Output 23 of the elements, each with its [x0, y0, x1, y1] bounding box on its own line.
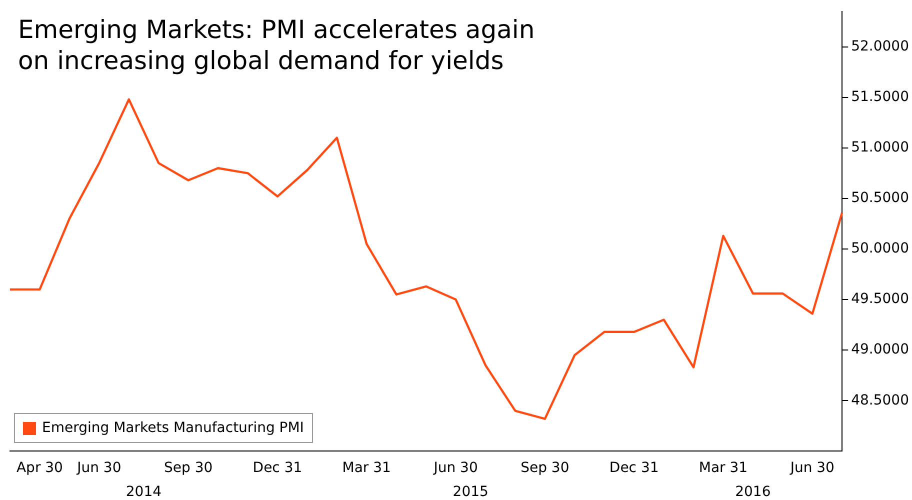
text: 2016	[735, 484, 771, 500]
x-tick-label: Jun 30	[432, 460, 478, 476]
text: 2014	[126, 484, 162, 500]
x-tick-label: Dec 31	[609, 460, 659, 476]
y-tick-label: 49.5000	[851, 291, 910, 308]
y-tick-label: 50.5000	[851, 190, 910, 206]
y-tick-label: 48.5000	[851, 392, 910, 408]
x-tick-label: Dec 31	[252, 460, 302, 476]
legend-label: Emerging Markets Manufacturing PMI	[42, 420, 304, 436]
x-tick-label: Sep 30	[520, 460, 570, 476]
y-tick-label: 51.5000	[851, 88, 910, 105]
y-tick-label: 52.0000	[851, 38, 910, 54]
x-tick-label: Jun 30	[76, 460, 122, 476]
y-tick-label: 49.0000	[851, 342, 910, 358]
x-tick-label: Jun 30	[789, 460, 834, 476]
x-tick-label: Mar 31	[342, 460, 391, 476]
x-tick-label: Sep 30	[164, 460, 213, 476]
text: Emerging Markets: PMI accelerates again on increasing global demand for yields	[18, 14, 535, 76]
y-tick-label: 51.0000	[851, 140, 910, 156]
x-tick-label: Apr 30	[16, 460, 63, 476]
y-tick-label: 50.0000	[851, 240, 910, 257]
x-tick-label: Mar 31	[698, 460, 748, 476]
text: 2015	[452, 484, 488, 500]
